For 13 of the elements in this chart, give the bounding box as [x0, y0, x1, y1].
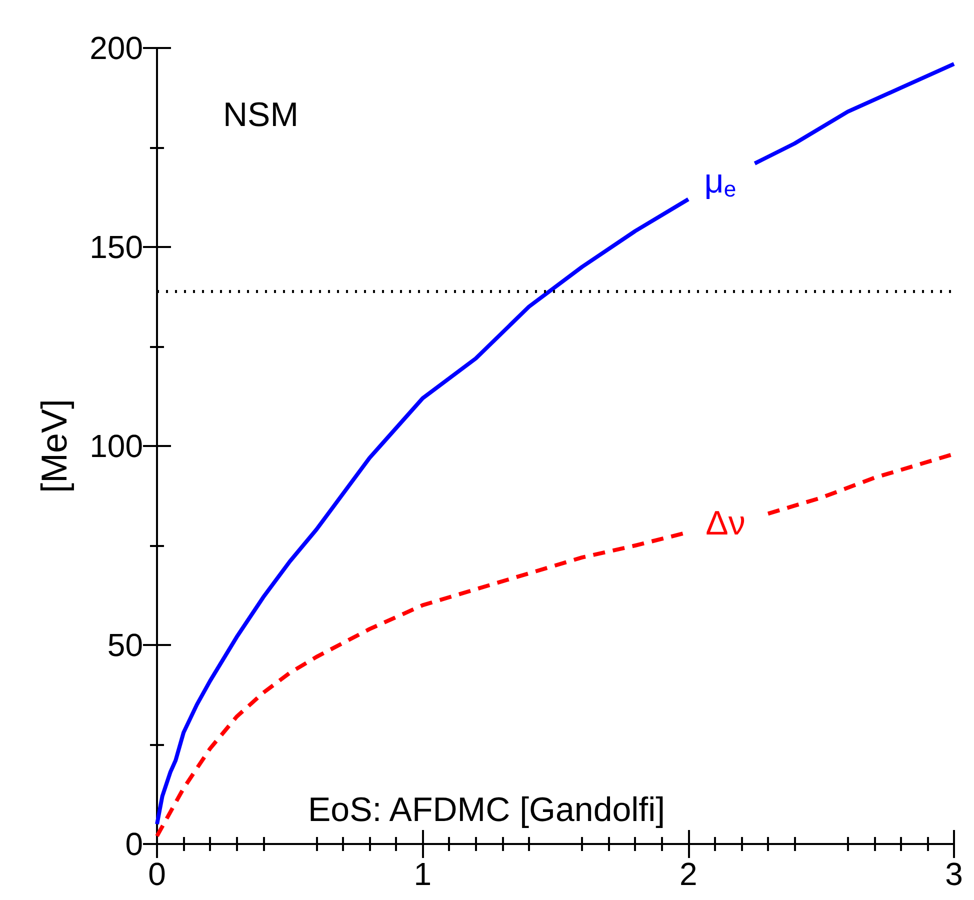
annotation: NSM [223, 96, 299, 134]
y-tick-label: 50 [107, 627, 143, 663]
x-tick-label: 3 [945, 856, 963, 892]
y-axis-title: [MeV] [34, 398, 74, 494]
annotation: EoS: AFDMC [Gandolfi] [308, 791, 666, 829]
y-tick-label: 150 [90, 229, 143, 265]
x-tick-label: 2 [679, 856, 698, 892]
x-tick-label: 0 [148, 856, 166, 892]
y-tick-label: 200 [90, 30, 143, 66]
y-tick-label: 100 [90, 428, 143, 464]
series-label: Δν [706, 504, 746, 543]
x-tick-label: 1 [414, 856, 432, 892]
y-tick-label: 0 [125, 826, 143, 862]
